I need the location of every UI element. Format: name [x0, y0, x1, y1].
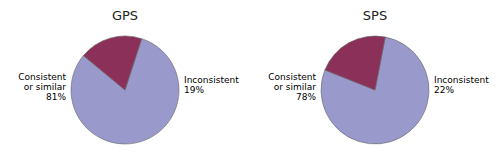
slice-label-line: Inconsistent [184, 75, 239, 85]
slice-label-line: Inconsistent [434, 75, 489, 85]
slice-label: Inconsistent22% [434, 75, 489, 95]
chart-title: SPS [363, 8, 387, 23]
chart-root: GPSConsistentor similar81%Inconsistent19… [0, 0, 500, 158]
slice-label-line: or similar [274, 82, 317, 92]
slice-label: Consistentor similar81% [18, 72, 66, 102]
slice-label: Consistentor similar78% [268, 72, 316, 102]
chart-title: GPS [112, 8, 138, 23]
slice-label-line: 19% [184, 85, 204, 95]
pie-slice [321, 37, 429, 144]
slice-label-line: Consistent [18, 72, 66, 82]
slice-label-line: 78% [296, 92, 316, 102]
slice-label-line: 22% [434, 85, 454, 95]
slice-label: Inconsistent19% [184, 75, 239, 95]
pie-panel: SPS Consistentor similar78% Inconsistent22… [268, 8, 489, 144]
slice-label-line: or similar [24, 82, 67, 92]
slice-label-line: Consistent [268, 72, 316, 82]
pie-slice [83, 36, 141, 90]
pie-panel: GPS Consistentor similar81% Inconsistent19… [18, 8, 239, 144]
pie-slice [325, 36, 385, 90]
slice-label-line: 81% [46, 92, 66, 102]
